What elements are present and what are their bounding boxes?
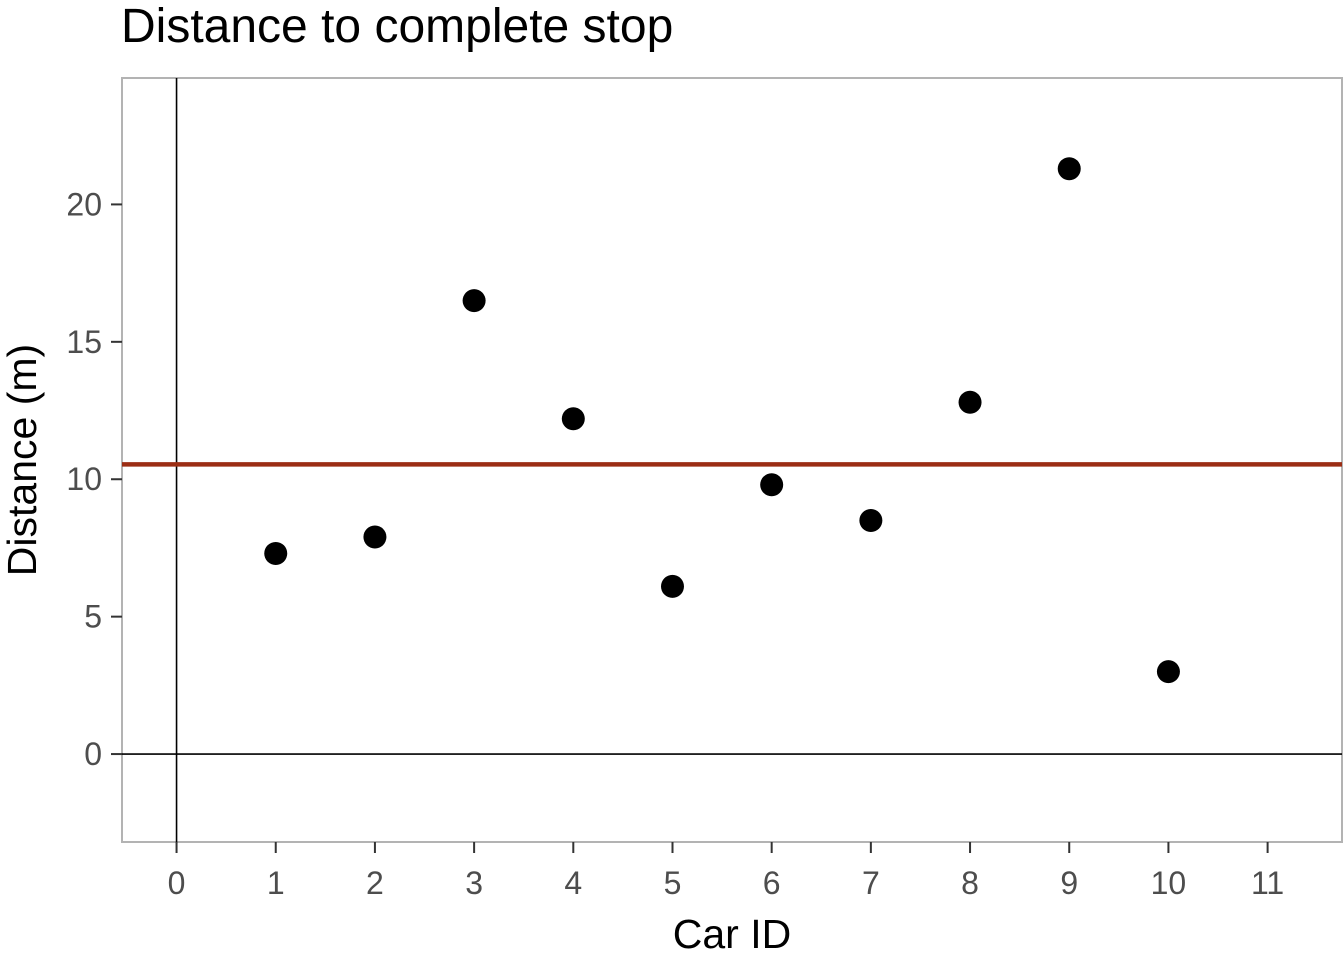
x-tick-label: 0: [168, 865, 186, 901]
y-tick-label: 10: [66, 461, 102, 497]
x-tick-label: 6: [763, 865, 781, 901]
x-tick-label: 11: [1251, 865, 1284, 901]
x-axis: 0 1 2 3 4 5 6 7 8 9 10 11: [168, 842, 1284, 901]
data-point: [859, 508, 883, 532]
data-point: [1156, 660, 1180, 684]
y-tick-label: 20: [66, 186, 102, 222]
x-tick-label: 9: [1060, 865, 1078, 901]
data-point: [760, 473, 784, 497]
x-tick-label: 7: [862, 865, 880, 901]
data-point: [462, 289, 486, 313]
x-tick-label: 8: [961, 865, 979, 901]
x-tick-label: 4: [564, 865, 582, 901]
y-axis: 0 5 10 15 20: [66, 186, 122, 772]
x-tick-label: 1: [267, 865, 285, 901]
chart-title: Distance to complete stop: [121, 0, 673, 53]
data-point: [1057, 157, 1081, 181]
y-tick-label: 5: [84, 599, 102, 635]
x-tick-label: 2: [366, 865, 384, 901]
data-point: [561, 407, 585, 431]
data-point: [264, 541, 288, 565]
y-tick-label: 0: [84, 736, 102, 772]
y-tick-label: 15: [66, 324, 102, 360]
data-point: [660, 574, 684, 598]
x-tick-label: 5: [664, 865, 682, 901]
x-tick-label: 10: [1151, 865, 1187, 901]
data-point: [958, 390, 982, 414]
x-tick-label: 3: [465, 865, 483, 901]
panel-border: [121, 77, 1343, 843]
data-point: [363, 525, 387, 549]
plot-panel: [121, 77, 1343, 843]
x-axis-title: Car ID: [673, 911, 791, 957]
y-axis-title: Distance (m): [0, 344, 45, 576]
